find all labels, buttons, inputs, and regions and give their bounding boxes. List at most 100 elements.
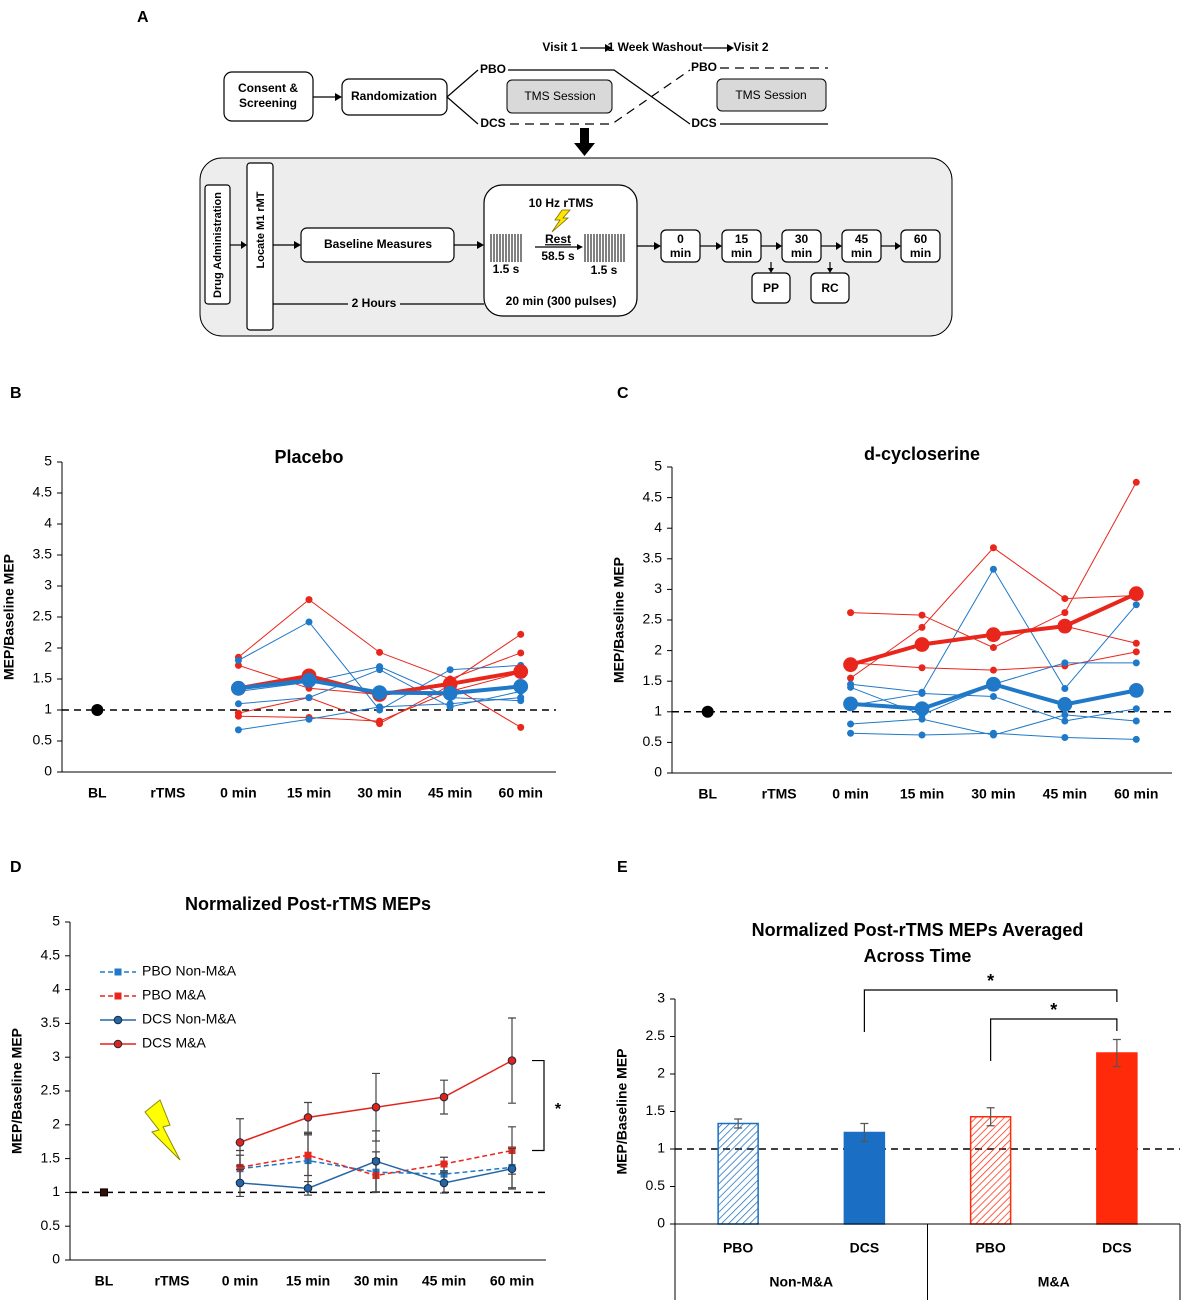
probe-box [810, 272, 850, 304]
point [507, 1056, 517, 1065]
point [1057, 618, 1073, 634]
timepoint-label: min [851, 246, 872, 260]
randomization-label: Randomization [351, 89, 437, 103]
visit-label: Visit 1 [542, 40, 577, 54]
x-tick-label: 0 min [222, 1273, 259, 1289]
probe-label: RC [821, 281, 839, 295]
session-label: TMS Session [524, 89, 595, 103]
point [446, 700, 454, 708]
point [847, 720, 855, 728]
legend-marker [114, 968, 122, 976]
legend-label: PBO Non-M&A [142, 963, 237, 979]
baseline-label: Baseline Measures [324, 237, 432, 251]
pbo-path [508, 69, 691, 125]
point [439, 1178, 449, 1188]
legend-label: DCS M&A [142, 1035, 206, 1051]
locate-box [246, 162, 274, 331]
y-axis-label: MEP/Baseline MEP [9, 1028, 25, 1154]
drug-label: Drug Administration [212, 192, 224, 298]
arrow-head [716, 242, 722, 250]
significance-label: * [1050, 1000, 1057, 1020]
arrow-head [477, 241, 484, 249]
consent-label: Consent & [238, 81, 298, 95]
probe-box [751, 272, 791, 304]
session-box [716, 78, 827, 112]
y-tick-label: 1.5 [41, 1149, 61, 1165]
x-tick-label: PBO [723, 1240, 753, 1256]
y-tick-label: 0 [52, 1251, 60, 1267]
point [1061, 685, 1069, 693]
y-tick-label: 4.5 [41, 947, 61, 963]
point [372, 685, 387, 701]
point [843, 696, 858, 712]
point [513, 664, 529, 679]
x-tick-label: 15 min [286, 1273, 330, 1289]
point [376, 703, 384, 711]
timepoint-label: 0 [677, 232, 684, 246]
point [1061, 734, 1069, 742]
arm-label: DCS [691, 116, 716, 130]
point [305, 715, 313, 723]
point [918, 611, 926, 619]
point [231, 680, 246, 696]
point [1132, 705, 1140, 713]
y-tick-label: 5 [52, 913, 60, 929]
error-bar [860, 1122, 869, 1143]
x-tick-label: 60 min [1114, 786, 1158, 802]
point [303, 1184, 313, 1193]
point [986, 676, 1001, 692]
x-tick-label: rTMS [155, 1273, 190, 1289]
group-label: M&A [1038, 1274, 1070, 1290]
point [986, 627, 1001, 643]
point [914, 701, 930, 717]
point [305, 596, 313, 604]
series-line [850, 482, 1137, 649]
x-tick-label: 15 min [287, 785, 331, 801]
point [303, 1113, 313, 1122]
point [517, 649, 525, 657]
y-tick-label: 0 [657, 1215, 665, 1231]
arrow-head [577, 244, 583, 250]
bar [717, 1122, 759, 1225]
legend-marker [113, 1015, 123, 1025]
dcs-path [510, 69, 691, 125]
timepoint-label: 15 [735, 232, 749, 246]
significance-label: * [987, 971, 994, 991]
legend-marker [114, 992, 122, 1000]
visit-label: 1 Week Washout [608, 40, 703, 54]
point [989, 729, 997, 737]
interval-label: 2 Hours [352, 296, 397, 310]
point [517, 723, 525, 731]
point [914, 637, 930, 652]
error-bar [1112, 1038, 1121, 1068]
x-tick-label: BL [88, 785, 107, 801]
panel-label: D [10, 859, 22, 876]
chart-title: d-cycloserine [864, 444, 980, 464]
session-box [506, 79, 613, 114]
arrow-head [241, 241, 247, 249]
y-tick-label: 4 [654, 519, 662, 535]
y-tick-label: 3.5 [41, 1014, 61, 1030]
point [371, 1102, 381, 1112]
y-tick-label: 0.5 [41, 1217, 61, 1233]
point [1132, 639, 1140, 647]
legend-label: PBO M&A [142, 987, 206, 1003]
point [843, 657, 858, 673]
point [1132, 717, 1140, 725]
arm-label: PBO [691, 60, 717, 74]
legend-label: DCS Non-M&A [142, 1011, 237, 1027]
y-tick-label: 2 [654, 641, 662, 657]
group-label: Non-M&A [769, 1274, 833, 1290]
point [918, 731, 926, 739]
point [989, 544, 997, 552]
point [442, 685, 458, 701]
y-tick-label: 3 [657, 990, 665, 1006]
panel-label: B [10, 385, 22, 402]
point [517, 694, 525, 702]
arrow-head [768, 268, 774, 273]
timepoint-box [900, 229, 941, 263]
point [440, 1160, 448, 1168]
significance-bracket [863, 989, 1118, 1032]
point [918, 623, 926, 631]
rest-time: 58.5 s [541, 249, 575, 263]
